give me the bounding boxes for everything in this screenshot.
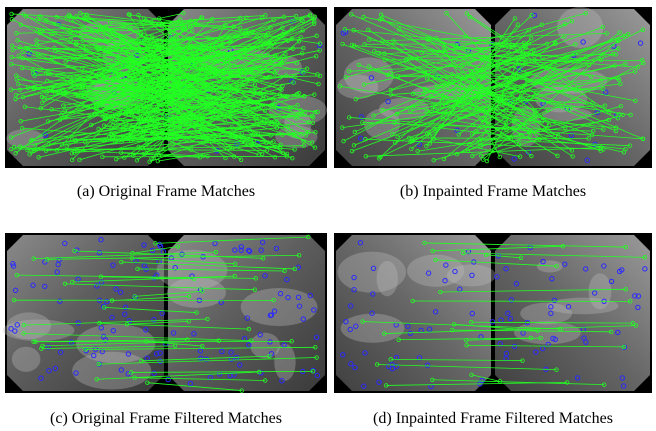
image-panel: [5, 7, 327, 168]
tissue-highlight: [12, 347, 41, 372]
tissue-highlight: [250, 333, 280, 359]
caption: (c) Original Frame Filtered Matches: [50, 410, 282, 427]
tissue-highlight: [407, 254, 464, 286]
tissue-highlight: [167, 277, 226, 307]
image-panel: [3, 233, 327, 393]
tissue-highlight: [589, 273, 612, 309]
image-panel: [334, 7, 652, 168]
caption: (a) Original Frame Matches: [77, 183, 255, 200]
figure: (a) Original Frame Matches (b) Inpainted…: [0, 0, 656, 431]
tissue-highlight: [341, 314, 405, 343]
tissue-highlight: [514, 321, 581, 344]
tissue-highlight: [241, 288, 318, 326]
image-panel: [334, 233, 652, 393]
page: (a) Original Frame Matches (b) Inpainted…: [0, 0, 656, 431]
tissue-highlight: [3, 319, 74, 341]
tissue-highlight: [72, 352, 151, 390]
match-line: [409, 138, 588, 139]
caption: (d) Inpainted Frame Filtered Matches: [373, 410, 613, 427]
caption: (b) Inpainted Frame Matches: [400, 183, 586, 200]
tissue-highlight: [520, 303, 572, 325]
tissue-highlight: [377, 261, 398, 296]
